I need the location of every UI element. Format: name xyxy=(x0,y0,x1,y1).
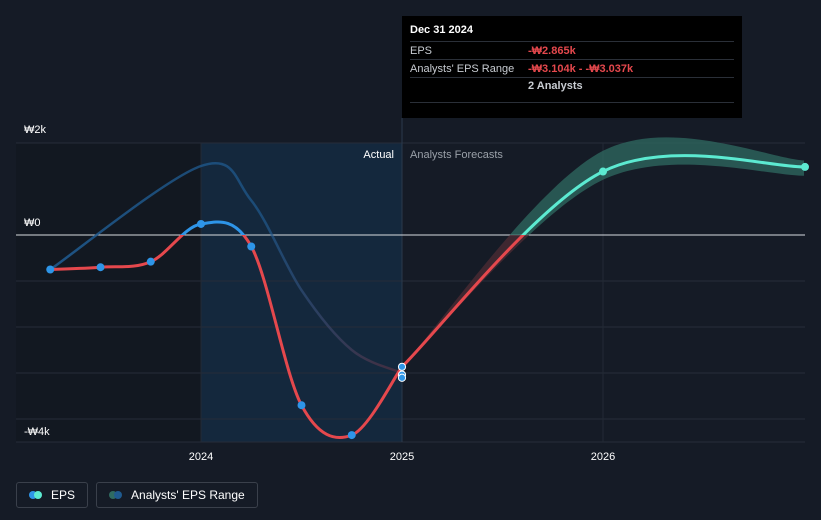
actual-region-highlight xyxy=(201,143,402,442)
tooltip-range-row: Analysts' EPS Range -₩3.104k - -₩3.037k xyxy=(410,60,734,78)
tooltip-analysts: 2 Analysts xyxy=(528,80,583,92)
legend-range-label: Analysts' EPS Range xyxy=(131,488,245,502)
eps-point xyxy=(297,401,306,410)
y-tick-label: -₩4k xyxy=(24,426,50,438)
gridlines xyxy=(16,118,805,443)
eps-point xyxy=(96,263,105,272)
eps-swatch-icon xyxy=(29,491,43,499)
eps-point xyxy=(347,431,356,440)
tooltip-date: Dec 31 2024 xyxy=(410,24,734,42)
actual-label: Actual xyxy=(363,149,394,161)
forecast-point xyxy=(599,167,607,176)
tooltip-range-value: -₩3.104k - -₩3.037k xyxy=(528,62,634,75)
legend-eps-label: EPS xyxy=(51,488,76,502)
tooltip-analysts-row: 2 Analysts xyxy=(410,78,734,103)
y-tick-label: ₩2k xyxy=(24,124,47,136)
y-tick-label: ₩0 xyxy=(24,217,41,229)
legend-range[interactable]: Analysts' EPS Range xyxy=(96,482,258,508)
past-region xyxy=(16,143,201,442)
eps-forecast-line-negative xyxy=(400,235,526,368)
forecast-end-point xyxy=(801,162,809,171)
x-tick-label: 2024 xyxy=(189,451,213,463)
eps-point xyxy=(247,242,256,251)
range-swatch-icon xyxy=(109,491,123,499)
tooltip-eps-label: EPS xyxy=(410,44,433,57)
tooltip-eps-value: -₩2.865k xyxy=(528,44,576,57)
tooltip-range-label: Analysts' EPS Range xyxy=(410,62,515,75)
forecast-label: Analysts Forecasts xyxy=(410,149,503,161)
legend-eps[interactable]: EPS xyxy=(16,482,89,508)
x-tick-label: 2026 xyxy=(591,451,615,463)
eps-point xyxy=(146,257,155,266)
eps-point xyxy=(46,265,55,274)
legend: EPS Analysts' EPS Range xyxy=(16,482,258,508)
analysts-eps-range-band xyxy=(509,137,804,235)
past-forecast-trail-line xyxy=(49,161,403,375)
tooltip-eps-row: EPS -₩2.865k xyxy=(410,42,734,60)
eps-marker-point xyxy=(397,373,407,382)
eps-marker-point xyxy=(397,362,407,371)
eps-point xyxy=(197,219,205,228)
tooltip: Dec 31 2024 EPS -₩2.865k Analysts' EPS R… xyxy=(402,16,742,118)
x-tick-label: 2025 xyxy=(390,451,414,463)
